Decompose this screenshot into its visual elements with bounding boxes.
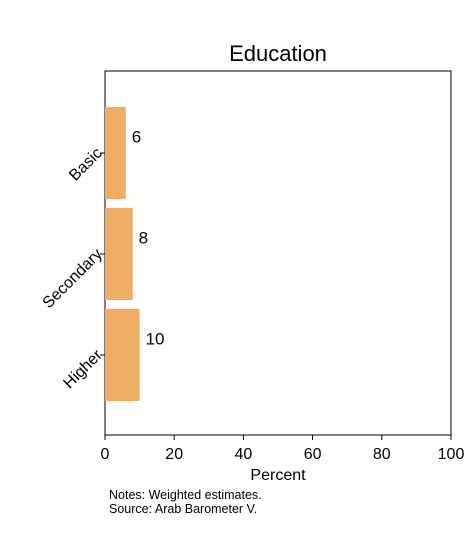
bars-layer: 6 8 10 bbox=[105, 107, 165, 401]
x-tick-label-60: 60 bbox=[304, 446, 322, 463]
y-tick-label-secondary: Secondary bbox=[40, 246, 106, 312]
plot-area bbox=[104, 70, 452, 436]
bar-higher bbox=[105, 309, 140, 401]
notes-line: Notes: Weighted estimates. bbox=[109, 488, 262, 502]
x-tick-label-20: 20 bbox=[165, 446, 183, 463]
x-tick-label-40: 40 bbox=[235, 446, 253, 463]
chart-title: Education bbox=[229, 41, 327, 66]
y-axis: Basic Secondary Higher bbox=[40, 145, 107, 392]
x-axis-label: Percent bbox=[250, 467, 306, 484]
data-label-secondary: 8 bbox=[139, 228, 148, 247]
x-tick-label-0: 0 bbox=[101, 446, 110, 463]
bar-basic bbox=[105, 107, 126, 199]
chart-notes: Notes: Weighted estimates. Source: Arab … bbox=[109, 488, 262, 516]
data-label-higher: 10 bbox=[146, 329, 165, 348]
x-tick-label-100: 100 bbox=[438, 446, 465, 463]
data-label-basic: 6 bbox=[132, 127, 141, 146]
y-tick-label-higher: Higher bbox=[60, 346, 106, 392]
y-tick-label-basic: Basic bbox=[66, 145, 106, 185]
source-line: Source: Arab Barometer V. bbox=[109, 502, 258, 516]
bar-secondary bbox=[105, 208, 133, 300]
x-axis: 0 20 40 60 80 100 bbox=[101, 435, 465, 463]
x-tick-label-80: 80 bbox=[373, 446, 391, 463]
